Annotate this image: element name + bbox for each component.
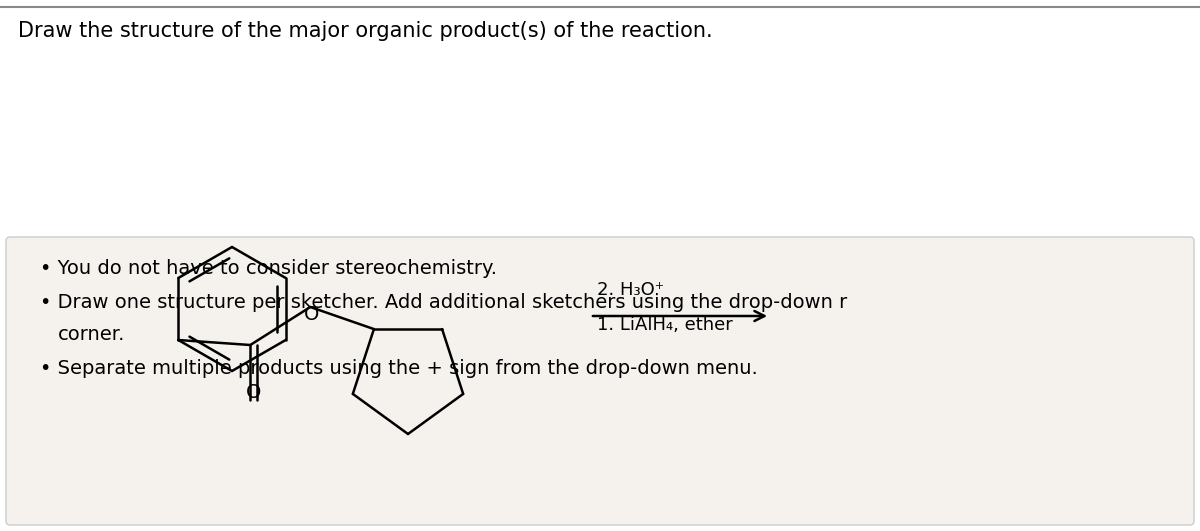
- Text: O: O: [304, 305, 319, 324]
- FancyBboxPatch shape: [6, 237, 1194, 525]
- Text: corner.: corner.: [58, 325, 125, 344]
- Text: O: O: [246, 383, 262, 402]
- Text: • Separate multiple products using the + sign from the drop-down menu.: • Separate multiple products using the +…: [40, 359, 757, 378]
- Text: • Draw one structure per sketcher. Add additional sketchers using the drop-down : • Draw one structure per sketcher. Add a…: [40, 293, 847, 312]
- Text: Draw the structure of the major organic product(s) of the reaction.: Draw the structure of the major organic …: [18, 21, 713, 41]
- Text: 2. H₃O⁺: 2. H₃O⁺: [598, 281, 664, 299]
- Text: • You do not have to consider stereochemistry.: • You do not have to consider stereochem…: [40, 259, 497, 278]
- Text: 1. LiAlH₄, ether: 1. LiAlH₄, ether: [598, 316, 733, 334]
